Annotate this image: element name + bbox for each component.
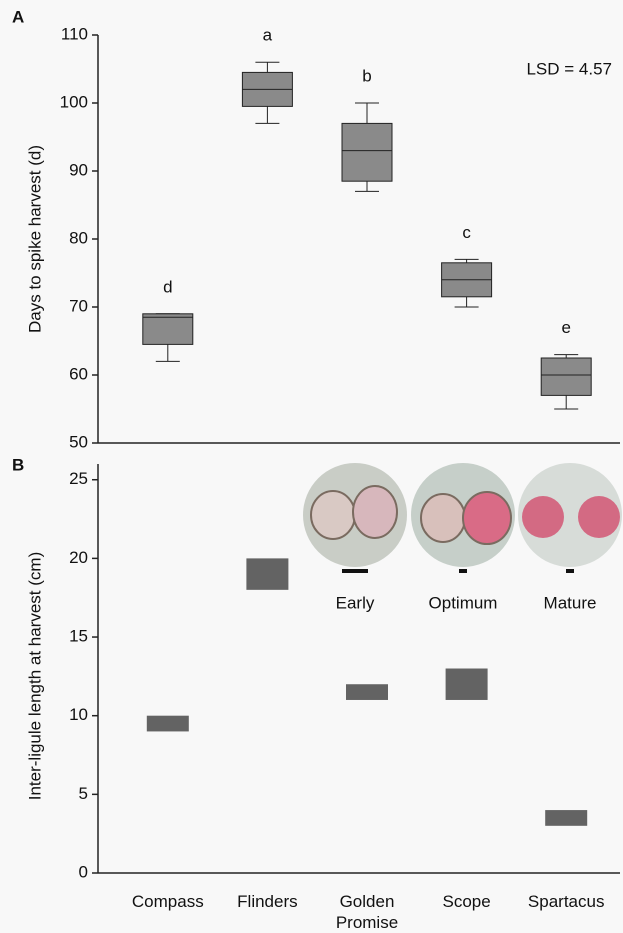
panel-label: A (12, 7, 24, 26)
range-bar (147, 716, 189, 732)
inset-images (303, 463, 622, 573)
y-tick-label: 70 (69, 296, 88, 315)
annotation: LSD = 4.57 (526, 59, 612, 78)
x-tick-label: Spartacus (518, 891, 614, 912)
y-tick-label: 25 (69, 469, 88, 488)
y-tick-label: 60 (69, 364, 88, 383)
group-label: d (163, 277, 172, 296)
x-tick-label: Compass (120, 891, 216, 912)
group-label: a (263, 26, 273, 45)
box (541, 358, 591, 395)
y-axis-title: Days to spike harvest (d) (25, 145, 44, 333)
range-bar (446, 669, 488, 700)
box (143, 314, 193, 345)
y-tick-label: 10 (69, 705, 88, 724)
y-axis-title: Inter-ligule length at harvest (cm) (25, 552, 44, 801)
y-tick-label: 110 (61, 24, 88, 43)
y-tick-label: 50 (69, 432, 88, 451)
inset-label: Early (336, 593, 375, 612)
range-bar (246, 558, 288, 589)
y-tick-label: 20 (69, 548, 88, 567)
figure: A B LSD = 4.57 Days to spike harvest (d)… (0, 0, 623, 933)
panel-label: B (12, 455, 24, 474)
inset-label: Optimum (429, 593, 498, 612)
group-label: e (561, 318, 570, 337)
x-tick-label: Flinders (219, 891, 315, 912)
x-tick-label: Scope (419, 891, 515, 912)
y-tick-label: 5 (79, 784, 88, 803)
group-label: c (462, 223, 471, 242)
range-bar (545, 810, 587, 826)
y-tick-label: 80 (69, 228, 88, 247)
chart: A B LSD = 4.57 Days to spike harvest (d)… (0, 0, 623, 933)
inset-label: Mature (544, 593, 597, 612)
y-tick-label: 100 (60, 92, 88, 111)
y-tick-label: 90 (69, 160, 88, 179)
x-tick-label: Golden Promise (319, 891, 415, 933)
box (342, 123, 392, 181)
group-label: b (362, 66, 371, 85)
y-tick-label: 15 (69, 627, 88, 646)
range-bar (346, 684, 388, 700)
y-tick-label: 0 (79, 862, 88, 881)
